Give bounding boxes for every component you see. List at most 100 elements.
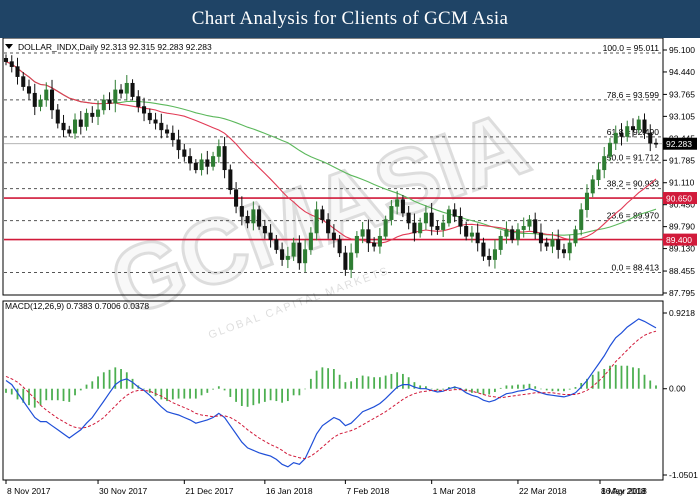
candle-body: [487, 255, 492, 260]
candle-body: [193, 162, 198, 171]
macd-histogram-bar: [229, 388, 232, 397]
candle: [625, 120, 630, 142]
macd-histogram-bar: [436, 388, 439, 391]
candle: [119, 84, 124, 99]
macd-histogram-bar: [534, 386, 537, 389]
candle-body: [492, 249, 497, 260]
candle-body: [498, 235, 503, 250]
candle-body: [113, 89, 118, 104]
candle: [107, 92, 112, 111]
candle: [228, 164, 233, 195]
level-tag-label: 90.650: [666, 194, 692, 204]
macd-histogram-bar: [114, 367, 117, 389]
macd-histogram-bar: [419, 385, 422, 389]
candle: [636, 115, 641, 134]
watermark: GCMASIA GLOBAL CAPITAL MARKETS: [96, 90, 542, 341]
candle: [412, 213, 417, 242]
macd-histogram-bar: [177, 388, 180, 399]
candle: [165, 124, 170, 138]
candle: [366, 219, 371, 252]
macd-histogram-bar: [131, 378, 134, 389]
candle-body: [67, 129, 72, 134]
candle: [521, 217, 526, 238]
macd-panel-header: MACD(12,26,9) 0.7383 0.7006 0.0378: [5, 301, 149, 311]
candle-body: [630, 126, 636, 131]
candle: [464, 221, 469, 241]
candle-body: [15, 66, 20, 77]
candle-body: [101, 99, 106, 111]
candle-body: [642, 119, 647, 134]
candle: [297, 235, 302, 270]
candle-body: [26, 86, 32, 94]
macd-histogram-bar: [28, 388, 30, 406]
candle: [354, 231, 359, 258]
candle-body: [556, 239, 561, 250]
date-tick-label: 16 Apr 2018: [601, 486, 647, 496]
candle-body: [636, 119, 641, 131]
candle: [234, 182, 239, 214]
macd-histogram-bar: [626, 365, 629, 389]
macd-histogram-bar: [171, 388, 174, 400]
candle: [153, 112, 158, 130]
candle: [452, 203, 457, 223]
macd-histogram-bar: [632, 367, 634, 389]
candle-body: [613, 132, 618, 144]
candle: [584, 184, 589, 218]
candle-body: [653, 142, 659, 145]
date-tick-label: 1 Mar 2018: [433, 486, 476, 496]
candle-body: [303, 249, 308, 264]
candle: [55, 104, 60, 129]
candle-body: [395, 199, 400, 207]
candle: [406, 205, 411, 230]
candle: [337, 235, 342, 258]
macd-histogram-bar: [430, 388, 433, 390]
date-tick-label: 16 Jan 2018: [266, 486, 313, 496]
macd-histogram-bar: [263, 388, 266, 402]
candle: [314, 201, 319, 241]
candle-body: [234, 189, 239, 207]
candle-body: [372, 242, 377, 247]
candle-body: [55, 109, 60, 124]
macd-histogram-bar: [154, 388, 157, 397]
macd-histogram-bar: [597, 371, 600, 389]
candle: [579, 203, 584, 236]
candle-body: [383, 219, 388, 237]
candle-body: [412, 222, 417, 234]
macd-histogram-bar: [499, 387, 502, 389]
candle-body: [107, 99, 112, 104]
candle: [176, 129, 181, 159]
macd-histogram-bar: [442, 388, 445, 390]
candle: [188, 148, 193, 171]
candle: [469, 225, 474, 243]
macd-histogram-bar: [240, 388, 243, 406]
panel-menu-icon[interactable]: [5, 44, 13, 49]
candle-body: [366, 229, 371, 244]
macd-histogram-bar: [396, 372, 399, 389]
candle: [61, 114, 66, 138]
candle-body: [136, 96, 141, 107]
candle: [372, 237, 377, 252]
candle-body: [607, 142, 613, 157]
candle: [653, 138, 659, 148]
macd-histogram-bar: [125, 372, 128, 389]
candle-body: [538, 232, 543, 244]
candle: [216, 139, 221, 163]
candle: [26, 79, 32, 100]
macd-histogram-bar: [557, 388, 560, 392]
candle-body: [481, 242, 486, 257]
macd-histogram-bar: [482, 388, 485, 395]
candle: [147, 108, 152, 124]
candle-body: [544, 242, 549, 247]
current-price-tag: [663, 137, 697, 150]
candle-body: [61, 122, 66, 131]
candle-body: [567, 242, 572, 254]
price-tick-label: 88.455: [669, 266, 695, 276]
macd-histogram-bar: [292, 388, 295, 396]
candle-body: [262, 226, 267, 234]
candle: [193, 159, 198, 174]
candle-body: [521, 226, 526, 230]
macd-histogram-bar: [246, 388, 249, 407]
candle: [360, 222, 365, 244]
candle: [561, 243, 566, 259]
candle: [602, 147, 607, 179]
